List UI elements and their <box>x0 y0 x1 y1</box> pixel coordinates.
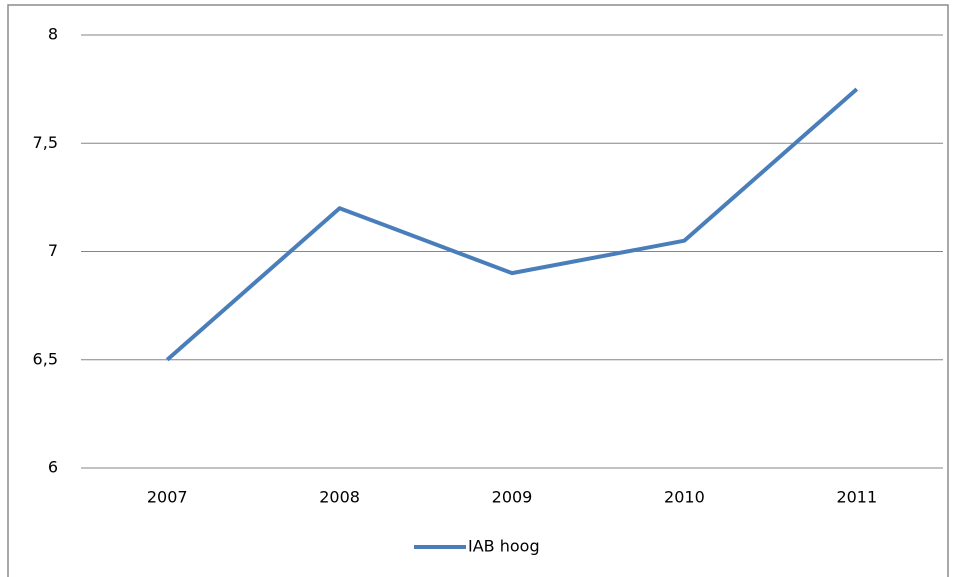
y-tick-label: 7 <box>48 241 58 260</box>
y-tick-label: 8 <box>48 25 58 44</box>
x-tick-label: 2009 <box>492 488 533 507</box>
x-tick-label: 2007 <box>147 488 188 507</box>
y-tick-label: 6,5 <box>33 349 58 368</box>
y-tick-label: 7,5 <box>33 133 58 152</box>
legend-label: IAB hoog <box>468 537 540 556</box>
y-tick-label: 6 <box>48 458 58 477</box>
x-tick-label: 2008 <box>319 488 360 507</box>
chart-frame <box>7 4 949 577</box>
x-tick-label: 2011 <box>836 488 877 507</box>
data-line <box>165 87 859 362</box>
x-tick-label: 2010 <box>664 488 705 507</box>
